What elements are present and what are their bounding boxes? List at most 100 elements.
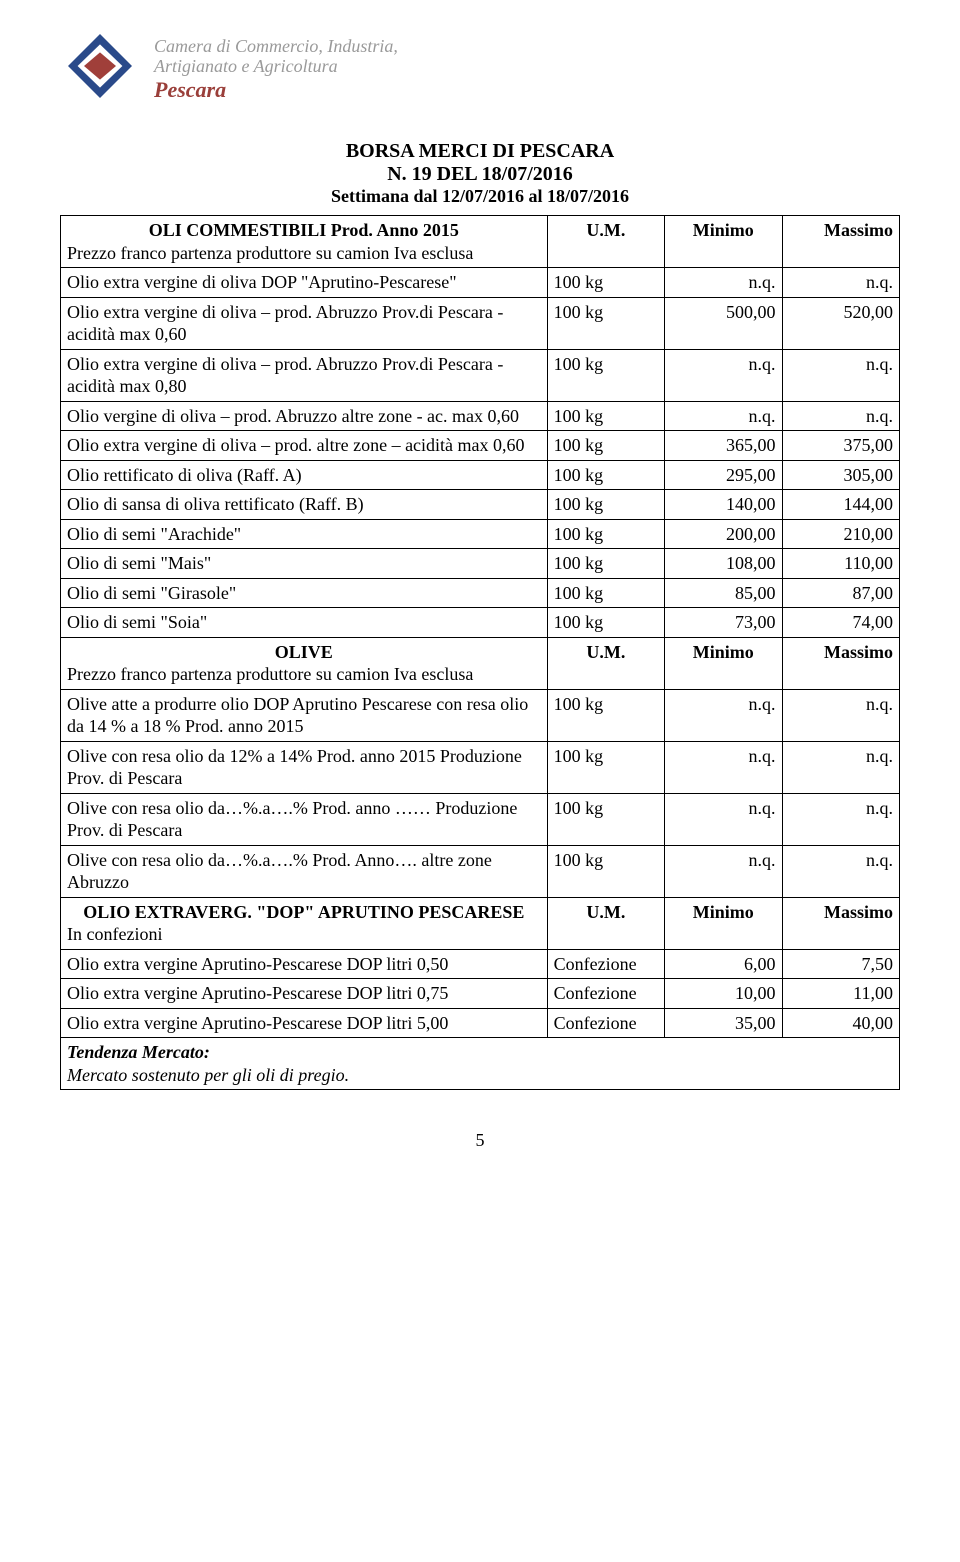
- um-cell: 100 kg: [547, 349, 664, 401]
- section-subtitle: Prezzo franco partenza produttore su cam…: [67, 242, 541, 265]
- product-name-cell: Olive con resa olio da 12% a 14% Prod. a…: [61, 741, 548, 793]
- col-min-header: Minimo: [665, 216, 782, 268]
- org-line2: Artigianato e Agricoltura: [154, 57, 398, 77]
- product-name-cell: Olio extra vergine di oliva – prod. Abru…: [61, 297, 548, 349]
- product-name-cell: Olio di semi "Soia": [61, 608, 548, 638]
- table-row: Olio di semi "Mais"100 kg108,00110,00: [61, 549, 900, 579]
- org-line1: Camera di Commercio, Industria,: [154, 37, 398, 57]
- max-cell: n.q.: [782, 741, 899, 793]
- min-cell: 500,00: [665, 297, 782, 349]
- um-cell: 100 kg: [547, 578, 664, 608]
- max-cell: 520,00: [782, 297, 899, 349]
- table-row: Olio extra vergine di oliva – prod. Abru…: [61, 349, 900, 401]
- max-cell: n.q.: [782, 401, 899, 431]
- min-cell: n.q.: [665, 793, 782, 845]
- min-cell: n.q.: [665, 268, 782, 298]
- min-cell: 35,00: [665, 1008, 782, 1038]
- table-row: Olio di sansa di oliva rettificato (Raff…: [61, 490, 900, 520]
- min-cell: 365,00: [665, 431, 782, 461]
- section-subtitle: Prezzo franco partenza produttore su cam…: [67, 663, 541, 686]
- min-cell: 140,00: [665, 490, 782, 520]
- um-cell: Confezione: [547, 979, 664, 1009]
- min-cell: n.q.: [665, 845, 782, 897]
- um-cell: 100 kg: [547, 793, 664, 845]
- min-cell: n.q.: [665, 401, 782, 431]
- max-cell: 7,50: [782, 949, 899, 979]
- title-sub: N. 19 DEL 18/07/2016: [60, 163, 900, 186]
- table-row: Olio di semi "Girasole"100 kg85,0087,00: [61, 578, 900, 608]
- tendenza-text: Mercato sostenuto per gli oli di pregio.: [67, 1064, 893, 1087]
- title-main: BORSA MERCI DI PESCARA: [60, 140, 900, 163]
- min-cell: 10,00: [665, 979, 782, 1009]
- table-row: Olio extra vergine di oliva DOP "Aprutin…: [61, 268, 900, 298]
- min-cell: n.q.: [665, 741, 782, 793]
- price-table: OLI COMMESTIBILI Prod. Anno 2015Prezzo f…: [60, 215, 900, 1090]
- max-cell: 110,00: [782, 549, 899, 579]
- org-city: Pescara: [154, 77, 398, 103]
- table-row: Olio di semi "Soia"100 kg73,0074,00: [61, 608, 900, 638]
- col-max-header: Massimo: [782, 897, 899, 949]
- table-row: Olio vergine di oliva – prod. Abruzzo al…: [61, 401, 900, 431]
- section-title: OLI COMMESTIBILI Prod. Anno 2015: [67, 219, 541, 242]
- min-cell: 200,00: [665, 519, 782, 549]
- max-cell: n.q.: [782, 845, 899, 897]
- product-name-cell: Olio extra vergine di oliva – prod. Abru…: [61, 349, 548, 401]
- max-cell: 375,00: [782, 431, 899, 461]
- header-org-text: Camera di Commercio, Industria, Artigian…: [154, 37, 398, 103]
- max-cell: 11,00: [782, 979, 899, 1009]
- max-cell: n.q.: [782, 268, 899, 298]
- col-um-header: U.M.: [547, 897, 664, 949]
- max-cell: n.q.: [782, 793, 899, 845]
- um-cell: 100 kg: [547, 689, 664, 741]
- um-cell: 100 kg: [547, 490, 664, 520]
- col-min-header: Minimo: [665, 897, 782, 949]
- col-um-header: U.M.: [547, 216, 664, 268]
- cciaa-logo-icon: [60, 30, 140, 110]
- um-cell: 100 kg: [547, 608, 664, 638]
- tendenza-label: Tendenza Mercato:: [67, 1042, 210, 1062]
- table-row: Olive con resa olio da…%.a….% Prod. anno…: [61, 793, 900, 845]
- product-name-cell: Olive con resa olio da…%.a….% Prod. anno…: [61, 793, 548, 845]
- max-cell: n.q.: [782, 689, 899, 741]
- section-header-cell: OLIO EXTRAVERG. "DOP" APRUTINO PESCARESE…: [61, 897, 548, 949]
- table-row: Olio extra vergine di oliva – prod. Abru…: [61, 297, 900, 349]
- col-max-header: Massimo: [782, 216, 899, 268]
- min-cell: n.q.: [665, 689, 782, 741]
- section-header-cell: OLI COMMESTIBILI Prod. Anno 2015Prezzo f…: [61, 216, 548, 268]
- min-cell: 108,00: [665, 549, 782, 579]
- um-cell: 100 kg: [547, 431, 664, 461]
- table-row: Olio extra vergine Aprutino-Pescarese DO…: [61, 949, 900, 979]
- section-subtitle: In confezioni: [67, 923, 541, 946]
- product-name-cell: Olio rettificato di oliva (Raff. A): [61, 460, 548, 490]
- um-cell: 100 kg: [547, 519, 664, 549]
- um-cell: 100 kg: [547, 845, 664, 897]
- product-name-cell: Olio extra vergine Aprutino-Pescarese DO…: [61, 979, 548, 1009]
- product-name-cell: Olio extra vergine di oliva – prod. altr…: [61, 431, 548, 461]
- page-number: 5: [60, 1130, 900, 1151]
- product-name-cell: Olio di semi "Girasole": [61, 578, 548, 608]
- max-cell: 305,00: [782, 460, 899, 490]
- min-cell: 73,00: [665, 608, 782, 638]
- product-name-cell: Olive con resa olio da…%.a….% Prod. Anno…: [61, 845, 548, 897]
- table-row: Olio extra vergine di oliva – prod. altr…: [61, 431, 900, 461]
- um-cell: 100 kg: [547, 268, 664, 298]
- product-name-cell: Olive atte a produrre olio DOP Aprutino …: [61, 689, 548, 741]
- table-row: Olive con resa olio da 12% a 14% Prod. a…: [61, 741, 900, 793]
- table-row: Olio extra vergine Aprutino-Pescarese DO…: [61, 979, 900, 1009]
- um-cell: 100 kg: [547, 297, 664, 349]
- section-title: OLIVE: [67, 641, 541, 664]
- col-max-header: Massimo: [782, 637, 899, 689]
- header-logo-block: Camera di Commercio, Industria, Artigian…: [60, 30, 900, 110]
- product-name-cell: Olio di semi "Arachide": [61, 519, 548, 549]
- min-cell: 295,00: [665, 460, 782, 490]
- um-cell: 100 kg: [547, 549, 664, 579]
- um-cell: 100 kg: [547, 401, 664, 431]
- product-name-cell: Olio vergine di oliva – prod. Abruzzo al…: [61, 401, 548, 431]
- title-week: Settimana dal 12/07/2016 al 18/07/2016: [60, 186, 900, 207]
- section-header-cell: OLIVEPrezzo franco partenza produttore s…: [61, 637, 548, 689]
- col-min-header: Minimo: [665, 637, 782, 689]
- min-cell: n.q.: [665, 349, 782, 401]
- table-row: Olio rettificato di oliva (Raff. A)100 k…: [61, 460, 900, 490]
- max-cell: 87,00: [782, 578, 899, 608]
- min-cell: 6,00: [665, 949, 782, 979]
